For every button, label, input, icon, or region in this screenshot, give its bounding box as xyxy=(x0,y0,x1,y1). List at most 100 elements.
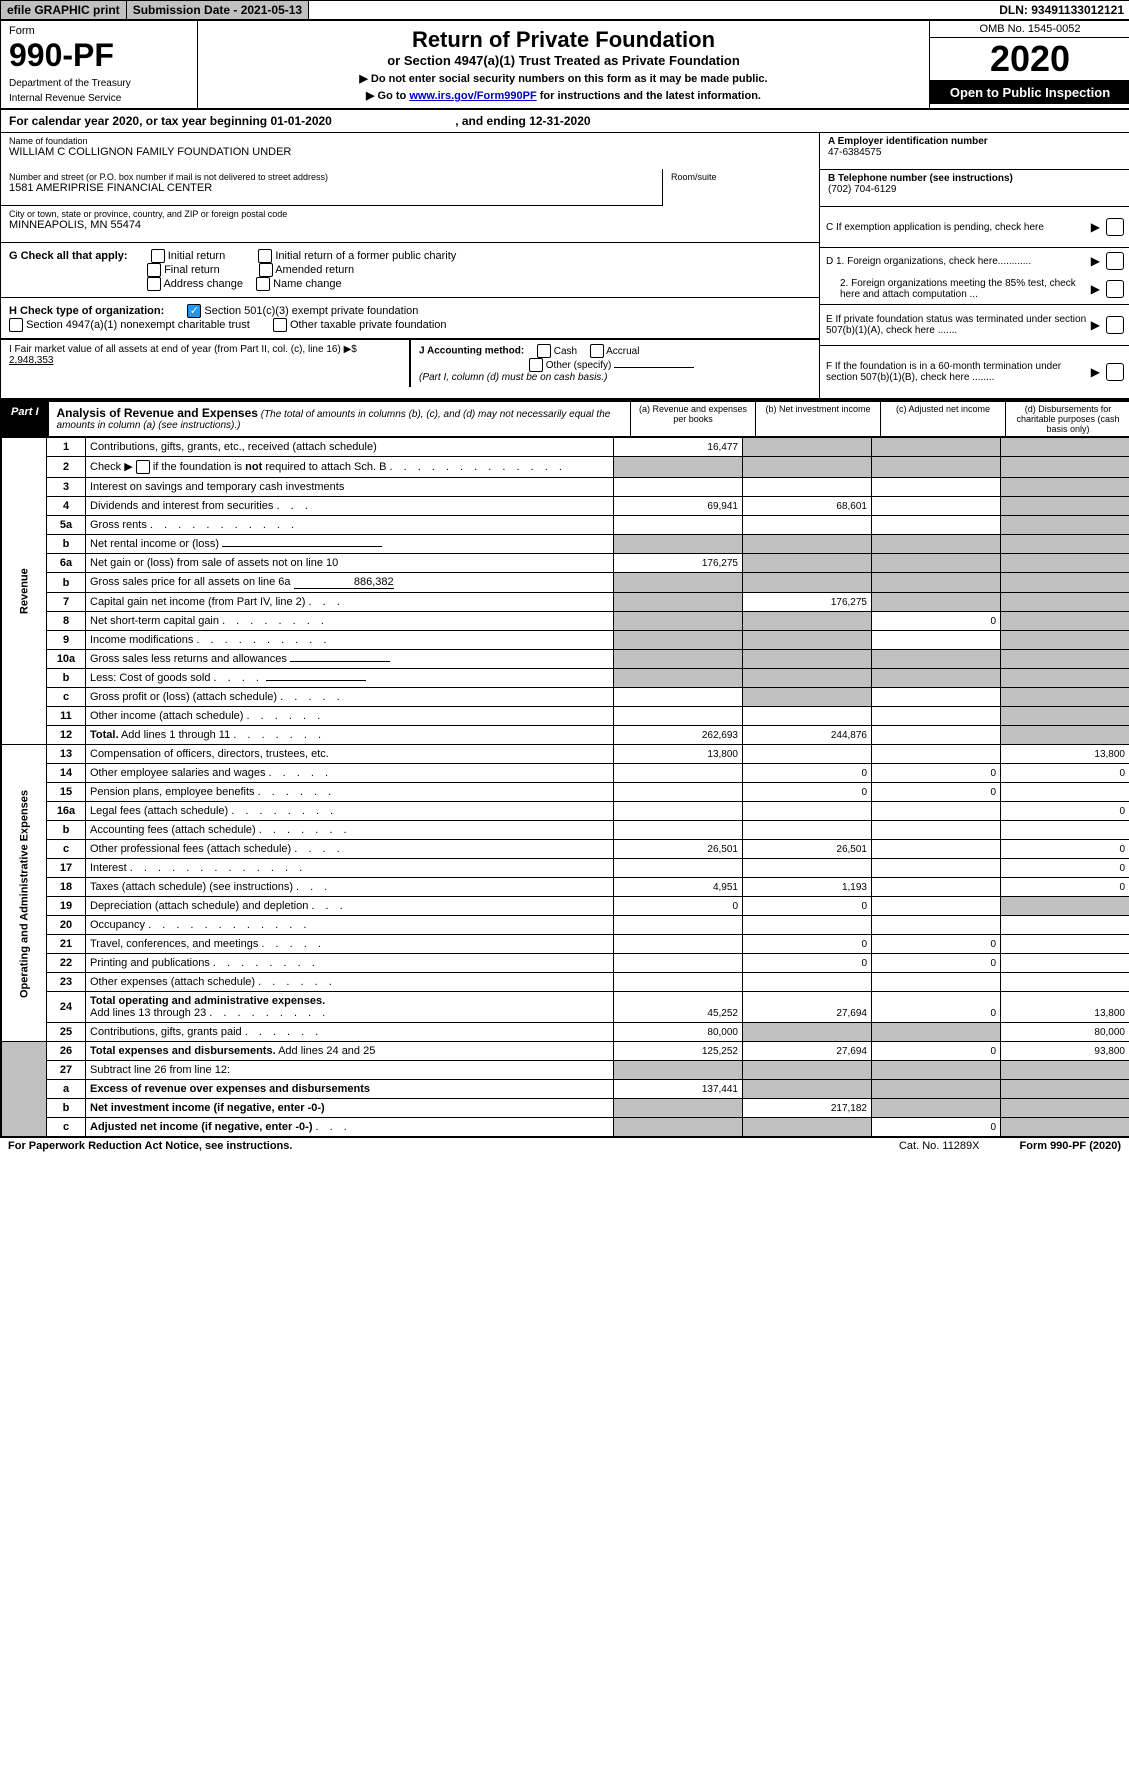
open-public: Open to Public Inspection xyxy=(930,81,1129,104)
d1-checkbox[interactable] xyxy=(1106,252,1124,270)
cell-b: 0 xyxy=(743,935,872,954)
row-desc: Dividends and interest from securities .… xyxy=(86,497,614,516)
other-method-label: Other (specify) xyxy=(546,360,612,371)
initial-return-checkbox[interactable] xyxy=(151,249,165,263)
desc-text: Net rental income or (loss) xyxy=(90,538,219,550)
cell-c xyxy=(872,573,1001,593)
part1-title-text: Analysis of Revenue and Expenses xyxy=(57,406,258,420)
row-desc: Net short-term capital gain . . . . . . … xyxy=(86,612,614,631)
cell-d xyxy=(1001,516,1129,535)
cell-c xyxy=(872,457,1001,478)
row-desc: Gross profit or (loss) (attach schedule)… xyxy=(86,688,614,707)
row-num: 23 xyxy=(47,973,86,992)
name-label: Name of foundation xyxy=(9,136,811,146)
cell-d xyxy=(1001,726,1129,745)
cell-d xyxy=(1001,688,1129,707)
row-desc: Pension plans, employee benefits . . . .… xyxy=(86,783,614,802)
table-row: cAdjusted net income (if negative, enter… xyxy=(2,1118,1129,1137)
phone-value: (702) 704-6129 xyxy=(828,184,896,195)
cell-d: 0 xyxy=(1001,859,1129,878)
e-checkbox[interactable] xyxy=(1106,316,1124,334)
cell-d xyxy=(1001,457,1129,478)
table-row: 18Taxes (attach schedule) (see instructi… xyxy=(2,878,1129,897)
row-num: b xyxy=(47,573,86,593)
form-title: Return of Private Foundation xyxy=(204,27,923,53)
final-return-checkbox[interactable] xyxy=(147,263,161,277)
row-desc: Accounting fees (attach schedule) . . . … xyxy=(86,821,614,840)
cash-checkbox[interactable] xyxy=(537,344,551,358)
section-h: H Check type of organization: ✓ Section … xyxy=(1,298,819,339)
initial-former-checkbox[interactable] xyxy=(258,249,272,263)
desc-text: Travel, conferences, and meetings xyxy=(90,938,258,950)
cell-d xyxy=(1001,593,1129,612)
accrual-checkbox[interactable] xyxy=(590,344,604,358)
cell-a: 80,000 xyxy=(614,1023,743,1042)
cell-c xyxy=(872,669,1001,688)
col-d-header: (d) Disbursements for charitable purpose… xyxy=(1005,402,1129,436)
cell-b xyxy=(743,1118,872,1137)
revenue-label: Revenue xyxy=(2,438,47,745)
table-row: Revenue 1 Contributions, gifts, grants, … xyxy=(2,438,1129,457)
table-row: 9Income modifications . . . . . . . . . … xyxy=(2,631,1129,650)
cell-d: 93,800 xyxy=(1001,1042,1129,1061)
cell-c xyxy=(872,821,1001,840)
cell-c xyxy=(872,1023,1001,1042)
calendar-year-row: For calendar year 2020, or tax year begi… xyxy=(1,110,1129,133)
irs-link[interactable]: www.irs.gov/Form990PF xyxy=(409,90,536,102)
cell-c xyxy=(872,1099,1001,1118)
cell-c xyxy=(872,707,1001,726)
row-num: 27 xyxy=(47,1061,86,1080)
name-change-checkbox[interactable] xyxy=(256,277,270,291)
row-desc: Taxes (attach schedule) (see instruction… xyxy=(86,878,614,897)
cell-d xyxy=(1001,1118,1129,1137)
desc-text: Taxes (attach schedule) (see instruction… xyxy=(90,881,293,893)
table-row: 23Other expenses (attach schedule) . . .… xyxy=(2,973,1129,992)
table-row: cGross profit or (loss) (attach schedule… xyxy=(2,688,1129,707)
desc-text: Gross sales price for all assets on line… xyxy=(90,576,291,588)
c-checkbox[interactable] xyxy=(1106,218,1124,236)
row-desc: Subtract line 26 from line 12: xyxy=(86,1061,614,1080)
row-num: 21 xyxy=(47,935,86,954)
cell-b xyxy=(743,516,872,535)
cell-d xyxy=(1001,1099,1129,1118)
name-change-label: Name change xyxy=(273,278,342,290)
form-header: Form 990-PF Department of the Treasury I… xyxy=(1,21,1129,110)
cell-b: 68,601 xyxy=(743,497,872,516)
amended-return-checkbox[interactable] xyxy=(259,263,273,277)
tax-year: 2020 xyxy=(930,38,1129,81)
address-change-checkbox[interactable] xyxy=(147,277,161,291)
cell-b: 0 xyxy=(743,783,872,802)
cell-c xyxy=(872,650,1001,669)
cell-a xyxy=(614,1061,743,1080)
s4947-checkbox[interactable] xyxy=(9,318,23,332)
part1-label: Part I xyxy=(1,402,49,436)
cell-b xyxy=(743,688,872,707)
d2-label: 2. Foreign organizations meeting the 85%… xyxy=(826,278,1091,300)
table-row: 11Other income (attach schedule) . . . .… xyxy=(2,707,1129,726)
cell-c xyxy=(872,726,1001,745)
table-row: 4Dividends and interest from securities … xyxy=(2,497,1129,516)
cell-d xyxy=(1001,935,1129,954)
table-row: 24Total operating and administrative exp… xyxy=(2,992,1129,1023)
cell-c: 0 xyxy=(872,954,1001,973)
cell-c xyxy=(872,554,1001,573)
d1-label: D 1. Foreign organizations, check here..… xyxy=(826,256,1091,267)
row-num: 2 xyxy=(47,457,86,478)
row-num: 11 xyxy=(47,707,86,726)
row-num: 20 xyxy=(47,916,86,935)
desc-bold: Adjusted net income (if negative, enter … xyxy=(90,1121,312,1133)
f-checkbox[interactable] xyxy=(1106,363,1124,381)
desc-text: Printing and publications xyxy=(90,957,210,969)
sch-b-checkbox[interactable] xyxy=(136,460,150,474)
table-row: 20Occupancy . . . . . . . . . . . . xyxy=(2,916,1129,935)
row-desc: Compensation of officers, directors, tru… xyxy=(86,745,614,764)
other-taxable-checkbox[interactable] xyxy=(273,318,287,332)
cell-c xyxy=(872,1080,1001,1099)
other-method-checkbox[interactable] xyxy=(529,358,543,372)
cell-a xyxy=(614,457,743,478)
row-desc: Gross sales price for all assets on line… xyxy=(86,573,614,593)
d2-checkbox[interactable] xyxy=(1106,280,1124,298)
desc-text: Gross rents xyxy=(90,519,147,531)
s501-checkbox[interactable]: ✓ xyxy=(187,304,201,318)
arrow-icon: ▶ xyxy=(1091,282,1100,296)
